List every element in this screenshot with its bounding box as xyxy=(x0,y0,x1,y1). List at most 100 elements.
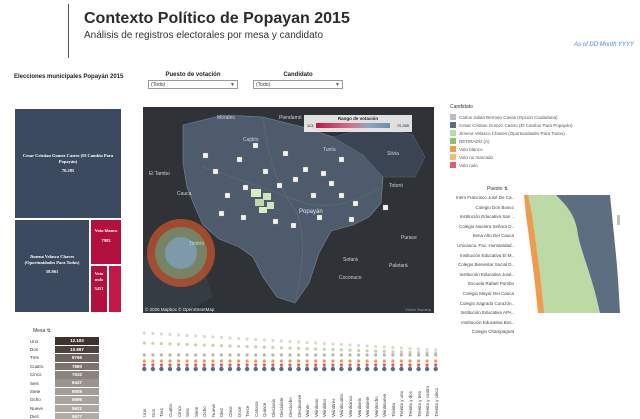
dot-mark[interactable] xyxy=(151,341,155,345)
dot-mark[interactable] xyxy=(356,366,361,372)
dot-mark[interactable] xyxy=(417,359,421,363)
dot-mark[interactable] xyxy=(142,363,146,367)
dot-mark[interactable] xyxy=(202,334,206,339)
dot-mark[interactable] xyxy=(262,363,266,367)
dot-mark[interactable] xyxy=(253,366,258,372)
dot-mark[interactable] xyxy=(142,341,146,345)
dot-mark[interactable] xyxy=(237,353,241,357)
dot-mark[interactable] xyxy=(185,353,189,357)
dot-mark[interactable] xyxy=(271,338,275,343)
dot-mark[interactable] xyxy=(296,366,301,372)
dot-mark[interactable] xyxy=(288,353,292,357)
dot-mark[interactable] xyxy=(339,363,343,367)
dot-mark[interactable] xyxy=(399,350,403,354)
legend-item[interactable]: Voto blanco xyxy=(450,145,620,153)
dot-mark[interactable] xyxy=(314,347,318,351)
dot-mark[interactable] xyxy=(314,353,318,357)
polling-station-marker[interactable] xyxy=(276,182,283,189)
dot-mark[interactable] xyxy=(211,363,215,367)
dot-mark[interactable] xyxy=(348,363,352,367)
dot-mark[interactable] xyxy=(245,359,249,363)
dot-mark[interactable] xyxy=(305,363,309,367)
dot-mark[interactable] xyxy=(288,339,292,344)
puesto-item[interactable]: Colegio Nuestra Señora D.. xyxy=(458,223,514,229)
dot-mark[interactable] xyxy=(211,353,215,357)
dot-mark[interactable] xyxy=(202,353,206,357)
dot-mark[interactable] xyxy=(348,343,352,347)
dot-mark[interactable] xyxy=(390,366,396,372)
dot-mark[interactable] xyxy=(159,332,163,336)
dot-mark[interactable] xyxy=(339,348,343,352)
dot-mark[interactable] xyxy=(202,359,206,363)
sort-icon[interactable]: ⇅ xyxy=(46,328,51,334)
dot-mark[interactable] xyxy=(382,353,386,357)
dot-mark[interactable] xyxy=(314,363,318,367)
puesto-item[interactable]: Colegio Bienestar Social D.. xyxy=(457,262,514,268)
puesto-item[interactable]: Institución Educativa El M.. xyxy=(459,252,514,258)
dot-mark[interactable] xyxy=(271,345,275,350)
mesa-row[interactable]: Ocho 5695 xyxy=(30,396,99,404)
polling-station-marker[interactable] xyxy=(328,180,335,187)
dot-mark[interactable] xyxy=(357,353,361,357)
mesa-row[interactable]: Uno 12.183 xyxy=(30,337,99,345)
puesto-item[interactable]: Colegio Mayor Del Cauca xyxy=(462,290,514,296)
polling-station-marker[interactable] xyxy=(218,210,225,217)
dot-mark[interactable] xyxy=(142,359,146,363)
polling-station-marker[interactable] xyxy=(282,150,289,157)
dot-mark[interactable] xyxy=(237,336,241,341)
dot-mark[interactable] xyxy=(262,359,266,363)
dot-mark[interactable] xyxy=(391,345,395,350)
dot-mark[interactable] xyxy=(322,366,327,372)
dot-mark[interactable] xyxy=(305,359,309,363)
dot-mark[interactable] xyxy=(408,346,412,351)
dot-mark[interactable] xyxy=(382,366,387,372)
dot-mark[interactable] xyxy=(348,359,352,363)
dot-mark[interactable] xyxy=(297,353,301,357)
polling-station-marker[interactable] xyxy=(302,166,309,173)
dot-mark[interactable] xyxy=(399,359,403,363)
dot-mark[interactable] xyxy=(202,363,206,367)
vote-map[interactable]: Rango de votación 113 70.285 Popayán Cau… xyxy=(143,107,434,313)
dot-mark[interactable] xyxy=(159,342,163,346)
dot-mark[interactable] xyxy=(142,331,146,335)
dot-mark[interactable] xyxy=(391,353,395,357)
dot-mark[interactable] xyxy=(322,353,326,357)
puesto-area-chart[interactable] xyxy=(516,195,620,313)
puesto-item[interactable]: Institución Educativa Bos.. xyxy=(461,319,514,325)
dot-mark[interactable] xyxy=(297,359,301,363)
dot-mark[interactable] xyxy=(254,337,258,342)
dot-mark[interactable] xyxy=(254,353,258,357)
dot-mark[interactable] xyxy=(142,366,147,372)
puesto-item[interactable]: Escuela Rafael Pombo xyxy=(468,281,514,287)
dot-mark[interactable] xyxy=(399,353,403,357)
dot-mark[interactable] xyxy=(271,353,275,357)
dot-mark[interactable] xyxy=(177,359,181,363)
treemap-cell-velasco[interactable]: Jimena Velasco Chaves (Oportunidades Par… xyxy=(14,219,90,313)
dot-mark[interactable] xyxy=(331,363,335,367)
dot-mark[interactable] xyxy=(287,366,293,372)
dot-mark[interactable] xyxy=(219,353,223,357)
dot-mark[interactable] xyxy=(374,363,378,367)
dot-mark[interactable] xyxy=(339,366,344,372)
mesa-row[interactable]: Tres 8766 xyxy=(30,354,99,362)
dot-mark[interactable] xyxy=(416,366,421,372)
mesa-row[interactable]: Dos 10.897 xyxy=(30,345,99,354)
polling-station-marker[interactable] xyxy=(236,156,243,163)
dot-mark[interactable] xyxy=(357,343,361,348)
dot-mark[interactable] xyxy=(357,359,361,363)
dot-mark[interactable] xyxy=(357,348,361,353)
dot-mark[interactable] xyxy=(270,366,276,372)
dot-mark[interactable] xyxy=(322,341,326,346)
dot-mark[interactable] xyxy=(262,366,267,372)
dot-mark[interactable] xyxy=(399,346,403,350)
polling-station-marker[interactable] xyxy=(290,222,297,229)
dot-mark[interactable] xyxy=(374,349,378,353)
dot-mark[interactable] xyxy=(288,363,292,367)
dot-mark[interactable] xyxy=(177,333,181,337)
dot-mark[interactable] xyxy=(194,343,198,347)
dot-mark[interactable] xyxy=(374,359,378,363)
filter-candidato-dropdown[interactable]: (Todo) ▼ xyxy=(253,80,343,89)
dot-mark[interactable] xyxy=(219,335,223,340)
dot-mark[interactable] xyxy=(391,363,395,367)
dot-mark[interactable] xyxy=(194,353,198,357)
